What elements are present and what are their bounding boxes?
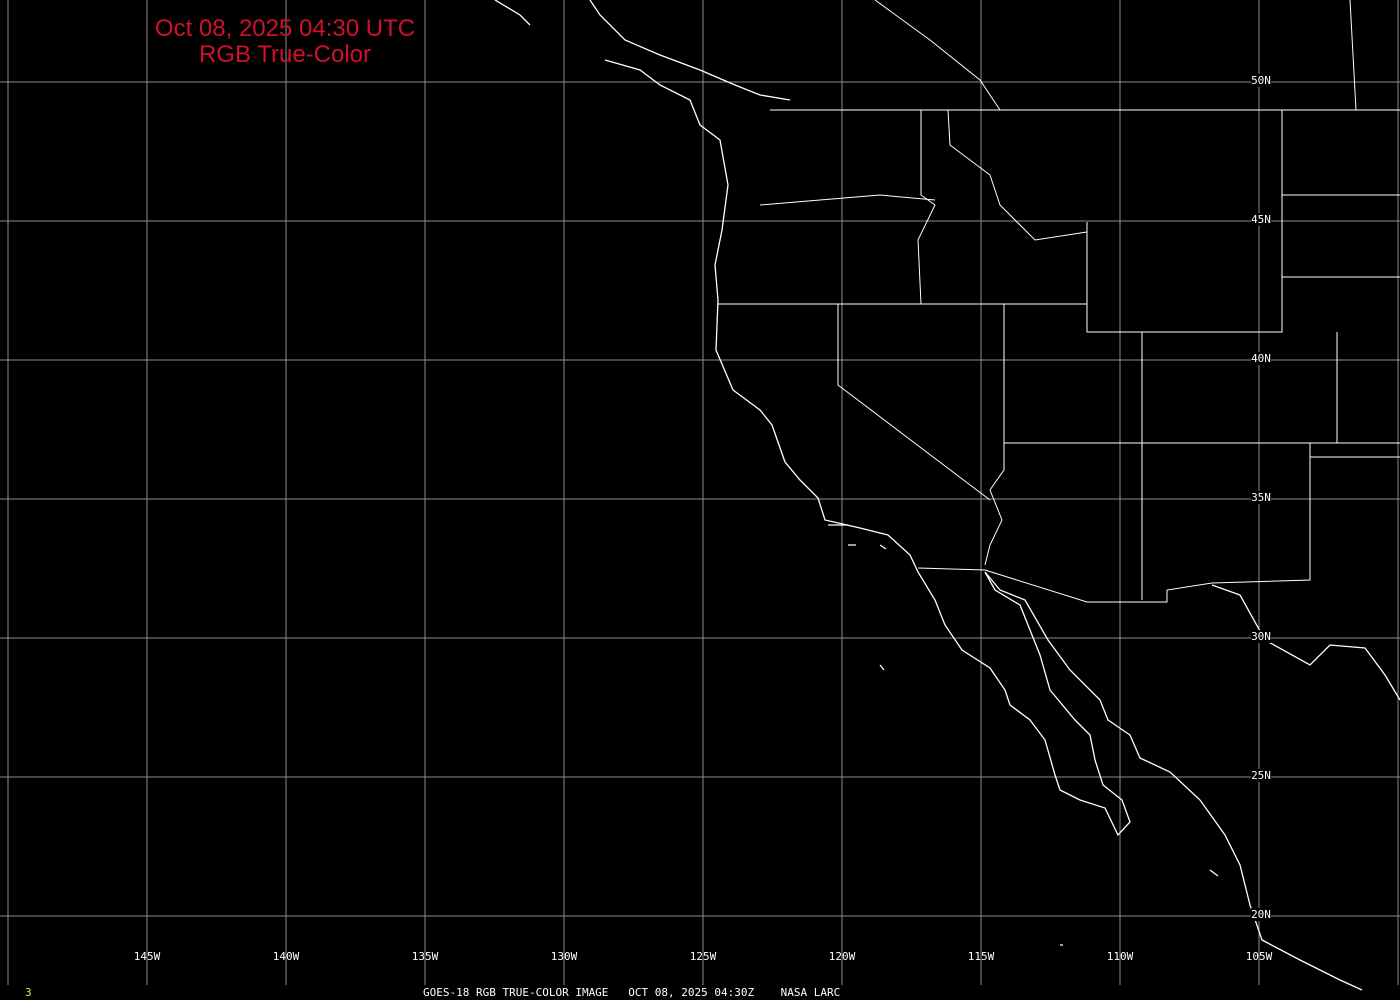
longitude-label: 135W xyxy=(411,950,439,963)
longitude-label: 105W xyxy=(1245,950,1273,963)
latitude-label: 40N xyxy=(1251,352,1271,365)
longitude-label: 120W xyxy=(828,950,856,963)
gulf-of-mexico-coast xyxy=(1211,584,1400,701)
nevada-california-border xyxy=(837,304,991,501)
latitude-label: 20N xyxy=(1251,908,1271,921)
nevada-east-border xyxy=(984,304,1005,566)
latitude-label: 30N xyxy=(1251,630,1271,643)
political-borders xyxy=(718,0,1400,603)
utah-border xyxy=(917,332,1400,603)
idaho-border xyxy=(917,109,1088,305)
map-title-datetime: Oct 08, 2025 04:30 UTC xyxy=(154,15,416,42)
pacific-coast xyxy=(604,59,1131,837)
mexico-mainland-coast xyxy=(984,571,1363,991)
latitude-label: 25N xyxy=(1251,769,1271,782)
canada-province-border xyxy=(874,0,1357,111)
latitude-label: 45N xyxy=(1251,213,1271,226)
latitude-label: 50N xyxy=(1251,74,1271,87)
channel-islands xyxy=(828,524,1219,946)
map-title-product: RGB True-Color xyxy=(198,41,372,68)
longitude-label: 115W xyxy=(967,950,995,963)
latitude-label: 35N xyxy=(1251,491,1271,504)
image-caption: GOES-18 RGB TRUE-COLOR IMAGE OCT 08, 202… xyxy=(423,986,841,999)
coastlines xyxy=(494,0,1400,991)
longitude-label: 130W xyxy=(550,950,578,963)
montana-border xyxy=(1086,110,1400,333)
washington-oregon-border xyxy=(759,194,936,206)
longitude-label: 110W xyxy=(1106,950,1134,963)
longitude-label: 145W xyxy=(133,950,161,963)
bc-coast xyxy=(494,0,791,101)
frame-number: 3 xyxy=(25,986,32,999)
longitude-label: 125W xyxy=(689,950,717,963)
longitude-label: 140W xyxy=(272,950,300,963)
